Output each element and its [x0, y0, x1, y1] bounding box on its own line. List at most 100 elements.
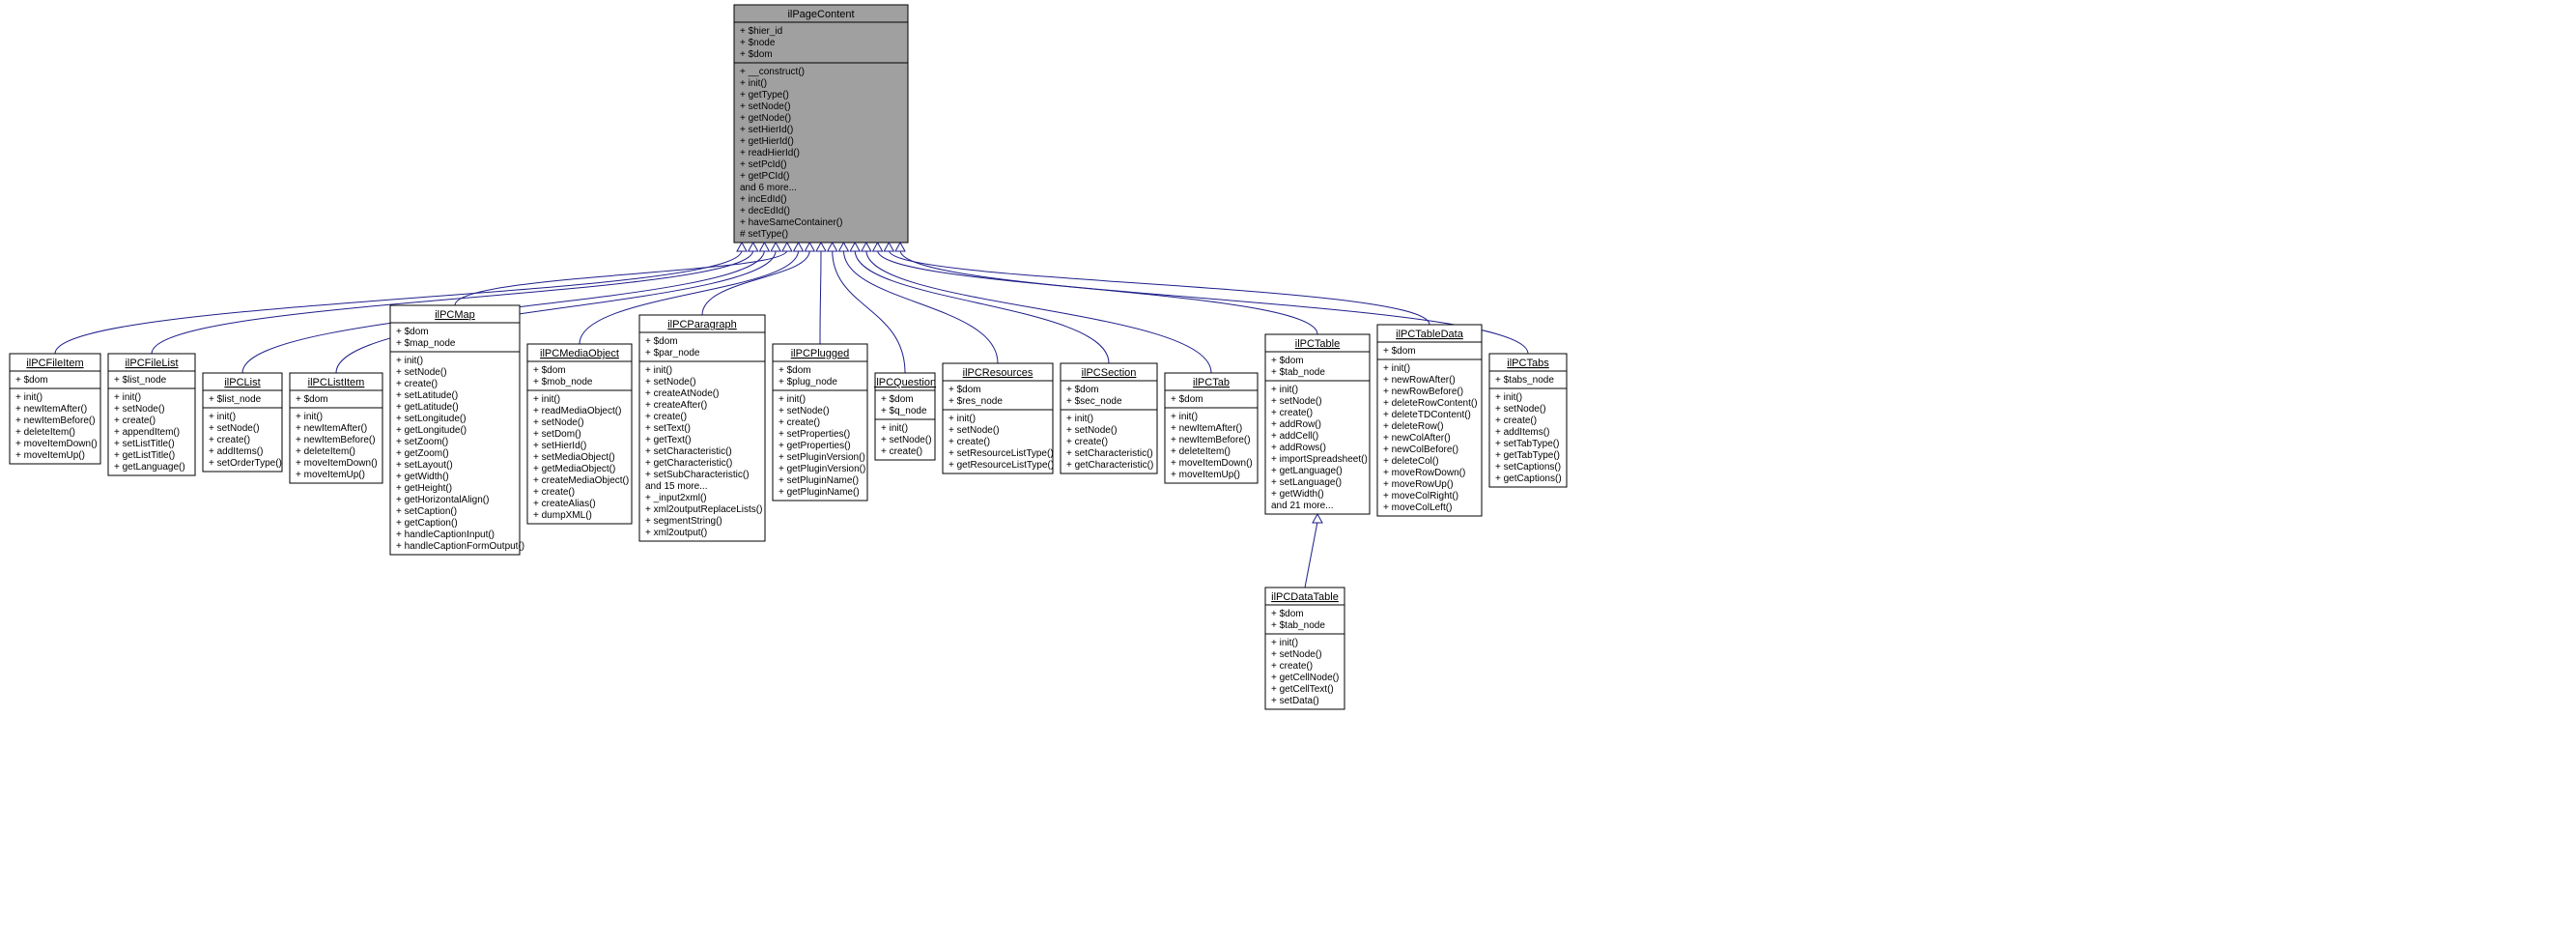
op: + init() [1066, 414, 1093, 424]
op: + moveItemDown() [1171, 458, 1253, 469]
class-title[interactable]: ilPCResources [963, 367, 1033, 379]
arrowhead [895, 243, 905, 251]
op: + init() [1271, 385, 1298, 395]
edge [878, 250, 1317, 334]
op: + moveColLeft() [1383, 502, 1452, 513]
class-ilPCTabs: ilPCTabs+ $tabs_node+ init()+ setNode()+… [1489, 354, 1567, 487]
op: + setNode() [948, 425, 1000, 436]
class-title[interactable]: ilPCMap [435, 309, 475, 321]
op: + setPluginVersion() [778, 452, 865, 463]
class-title: ilPageContent [787, 9, 854, 20]
op: + create() [1271, 661, 1313, 672]
op: + init() [296, 412, 323, 422]
class-ilPCTable: ilPCTable+ $dom+ $tab_node+ init()+ setN… [1265, 334, 1370, 514]
op: + haveSameContainer() [740, 217, 842, 228]
op: + setSubCharacteristic() [645, 470, 750, 480]
class-ilPCPlugged: ilPCPlugged+ $dom+ $plug_node+ init()+ s… [773, 344, 867, 501]
op: + init() [1271, 638, 1298, 648]
op: + init() [881, 423, 908, 434]
op: + setText() [645, 423, 691, 434]
op: + setDom() [533, 429, 581, 440]
op: + setNode() [1495, 404, 1546, 415]
op: + init() [114, 392, 141, 403]
class-title[interactable]: ilPCList [224, 377, 260, 388]
attr: + $dom [533, 365, 566, 376]
op: + setData() [1271, 696, 1319, 706]
attr: + $dom [778, 365, 811, 376]
class-title[interactable]: ilPCPlugged [791, 348, 850, 359]
attr: + $list_node [209, 394, 262, 405]
class-ilPCFileList: ilPCFileList+ $list_node+ init()+ setNod… [108, 354, 195, 475]
op: + init() [15, 392, 42, 403]
op: + getNode() [740, 113, 791, 124]
op: + addRow() [1271, 419, 1321, 430]
class-ilPCMap: ilPCMap+ $dom+ $map_node+ init()+ setNod… [390, 305, 524, 555]
op: + setPluginName() [778, 475, 859, 486]
class-title[interactable]: ilPCTab [1193, 377, 1230, 388]
arrowhead [759, 243, 769, 251]
op: + init() [1383, 363, 1410, 374]
attr: + $dom [645, 336, 678, 347]
op: + create() [645, 412, 687, 422]
edge [455, 250, 787, 305]
arrowhead [873, 243, 883, 251]
op: + init() [1171, 412, 1198, 422]
op: + setPcId() [740, 159, 787, 170]
class-title[interactable]: ilPCParagraph [667, 319, 737, 330]
op: + getZoom() [396, 448, 449, 459]
class-title[interactable]: ilPCMediaObject [540, 348, 619, 359]
op: + deleteRowContent() [1383, 398, 1478, 409]
class-title[interactable]: ilPCQuestion [874, 377, 936, 388]
op: + setMediaObject() [533, 452, 615, 463]
op: + init() [209, 412, 236, 422]
op: + createAlias() [533, 499, 596, 509]
op: + create() [533, 487, 575, 498]
class-ilPCSection: ilPCSection+ $dom+ $sec_node+ init()+ se… [1061, 363, 1157, 473]
op: + setListTitle() [114, 439, 175, 449]
op: + getTabType() [1495, 450, 1560, 461]
op: + setLatitude() [396, 390, 458, 401]
attr: + $dom [1271, 609, 1304, 619]
op: + setNode() [1271, 396, 1322, 407]
op: and 15 more... [645, 481, 707, 492]
op: + getLanguage() [1271, 466, 1343, 476]
attr: + $dom [1383, 346, 1416, 357]
op: + setCaption() [396, 506, 457, 517]
attr: + $dom [396, 327, 429, 337]
op: + moveItemUp() [15, 450, 85, 461]
op: + setNode() [209, 423, 260, 434]
class-title[interactable]: ilPCListItem [308, 377, 365, 388]
attr: + $mob_node [533, 377, 593, 387]
op: + setNode() [1271, 649, 1322, 660]
attr: + $node [740, 38, 776, 48]
class-title[interactable]: ilPCFileItem [26, 358, 83, 369]
op: + deleteItem() [1171, 446, 1231, 457]
class-ilPCList: ilPCList + $list_node + init()+ setNode() +… [203, 373, 282, 472]
attr: + $tabs_node [1495, 375, 1554, 386]
op: + setZoom() [396, 437, 448, 447]
class-title[interactable]: ilPCTableData [1396, 329, 1464, 340]
op: + moveRowUp() [1383, 479, 1454, 490]
op: + create() [396, 379, 438, 389]
class-title[interactable]: ilPCTabs [1507, 358, 1549, 369]
op: + newRowAfter() [1383, 375, 1456, 386]
op: + getCellText() [1271, 684, 1334, 695]
op: + moveItemDown() [296, 458, 378, 469]
op: + init() [396, 356, 423, 366]
op: + init() [740, 78, 767, 89]
op: + setOrderType() [209, 458, 282, 469]
op: + getHorizontalAlign() [396, 495, 489, 505]
op: + getCaptions() [1495, 473, 1562, 484]
op: + newColBefore() [1383, 444, 1458, 455]
attr: + $map_node [396, 338, 456, 349]
op: + readMediaObject() [533, 406, 621, 416]
op: + setHierId() [533, 441, 586, 451]
class-title[interactable]: ilPCSection [1082, 367, 1137, 379]
arrowhead [737, 243, 747, 251]
op: + getPCId() [740, 171, 789, 182]
attr: + $dom [740, 49, 773, 60]
op: + getCaption() [396, 518, 458, 529]
class-title[interactable]: ilPCFileList [125, 358, 178, 369]
class-title[interactable]: ilPCDataTable [1271, 591, 1339, 603]
class-title[interactable]: ilPCTable [1295, 338, 1340, 350]
